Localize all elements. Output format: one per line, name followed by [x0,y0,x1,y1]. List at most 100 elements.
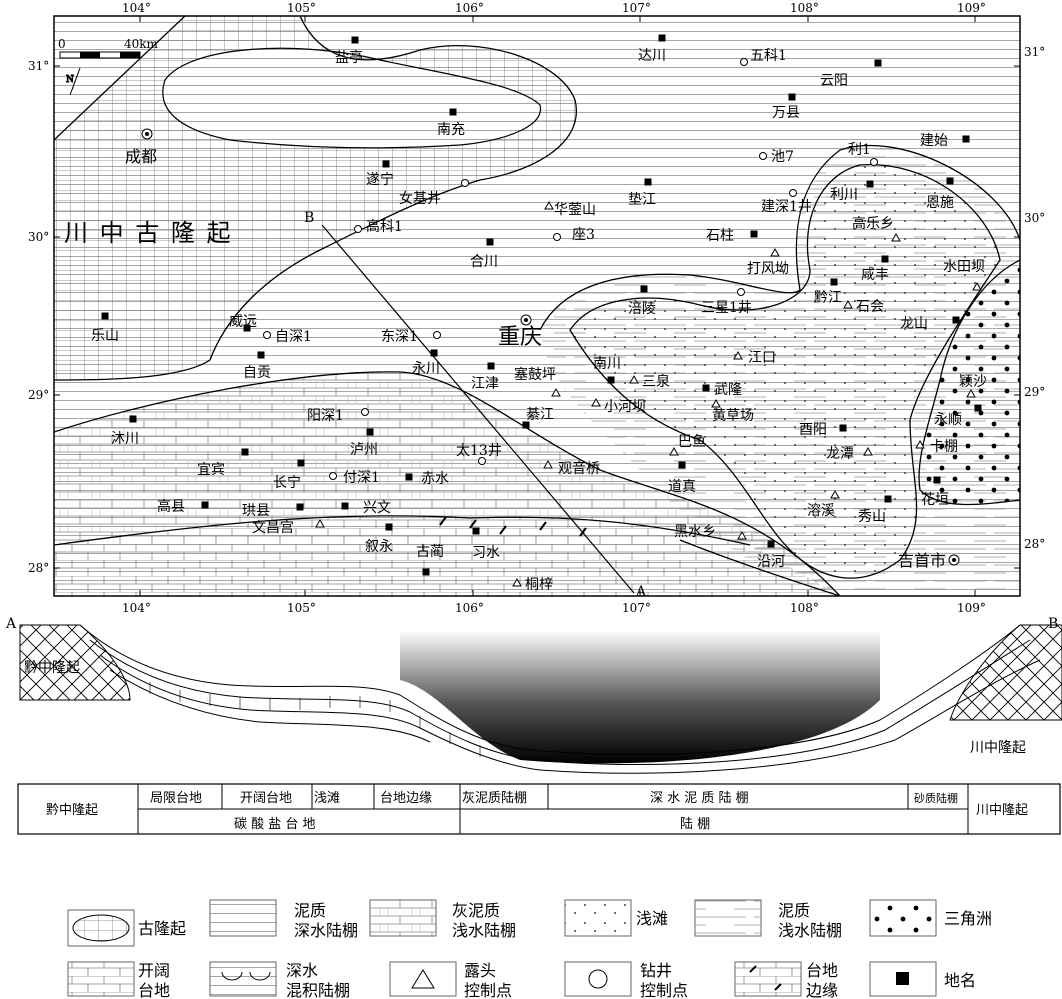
platform-margin-marks [439,516,587,537]
legend-swatch-delta [869,899,937,937]
lat-label: 30° [28,230,49,244]
place-label: 华蓥山 [554,202,596,218]
place-marker [974,404,982,412]
scale-bar: 0 40km [58,37,159,59]
outcrop-marker [915,439,925,449]
place-marker [351,36,359,44]
place-label: 酉阳 [799,422,827,438]
lon-labels-bottom: 104° 105° 106° 107° 108° 109° [122,601,986,615]
legend-swatch-mud-deep-shelf [209,899,277,937]
outcrop-marker [733,350,743,360]
place-label: 石会 [856,299,884,315]
well-marker [870,158,878,166]
place-label: 永川 [412,361,440,377]
place-label: 文昌宫 [252,520,294,536]
place-label: 綦江 [526,407,554,423]
place-label: 付深1 [343,470,380,486]
lat-label: 30° [1024,211,1045,225]
cross-section: A B 黔中隆起 川中隆起 [5,616,1062,774]
lon-label: 108° [790,601,819,615]
place-label: 高科1 [366,218,403,235]
place-label: 南充 [437,122,465,138]
place-marker [839,424,847,432]
legend-swatch-shoal [564,899,632,937]
place-marker [201,501,209,509]
place-marker [472,527,480,535]
deep-basin-fill [400,630,880,764]
place-label: 合川 [470,254,498,270]
scale-zero: 0 [58,37,66,51]
section-right-label: 川中隆起 [970,740,1026,756]
lon-label: 104° [122,601,151,615]
place-marker [257,351,265,359]
place-label: 重庆 [498,325,542,350]
place-marker [881,255,889,263]
place-marker [952,316,960,324]
place-label: 自贡 [243,365,271,381]
legend-label: 开阔台地 [138,961,170,999]
outcrop-marker [512,577,522,587]
place-label: 水田坝 [943,259,985,275]
place-marker [767,540,775,548]
place-label: 卡棚 [930,439,958,455]
place-label: 利川 [830,187,858,203]
table-main: 陆 棚 [680,816,710,832]
city-marker [520,314,532,326]
legend-label: 古隆起 [138,919,186,938]
place-label: 达川 [638,48,666,64]
legend-label: 深水混积陆棚 [286,961,350,999]
scale-label: 40km [124,37,159,51]
well-marker [740,58,748,66]
place-marker [366,428,374,436]
lon-label: 105° [287,601,316,615]
lat-labels: 31° 30° 29° 28° 31° 30° 29° 28° [28,45,1045,575]
outcrop-marker [544,200,554,210]
place-label: 利1 [848,142,871,158]
well-marker [737,288,745,296]
place-label: 高县 [157,498,185,515]
lon-label: 109° [957,1,986,15]
place-label: 盐亭 [335,49,363,66]
lon-label: 106° [455,1,484,15]
place-marker [644,178,652,186]
place-marker [866,180,874,188]
place-marker [129,415,137,423]
place-marker [430,349,438,357]
table-left: 黔中隆起 [46,803,98,818]
well-marker [553,233,561,241]
city-marker [948,554,960,566]
place-label: 座3 [572,227,595,243]
place-label: 赤水 [421,471,449,487]
map-frame [53,15,1021,597]
place-label: 石柱 [706,228,734,244]
outcrop-marker [629,374,639,384]
lat-label: 29° [28,388,49,402]
legend-label: 浅滩 [636,909,668,928]
place-label: 咸丰 [861,267,889,283]
place-label: 恩施 [926,195,954,211]
right-uplift [949,624,1062,721]
lat-label: 29° [1024,385,1045,399]
section-hatch [149,682,481,757]
place-label: 黄草场 [712,407,754,424]
place-marker [830,278,838,286]
outcrop-marker [711,398,721,408]
outcrop-marker [669,446,679,456]
place-marker [486,238,494,246]
outcrop-marker [843,299,853,309]
legend: 古隆起 泥质深水陆棚 灰泥质浅水陆棚 浅滩 泥质浅水陆棚 三角洲 开阔台地 深水… [67,899,992,999]
table-sub: 浅滩 [314,791,340,806]
place-label: 观音桥 [558,460,600,477]
outcrop-marker [315,518,325,528]
lon-label: 107° [622,601,651,615]
place-marker [241,448,249,456]
north-arrow: N [66,67,81,96]
place-marker [946,177,954,185]
place-label: 长宁 [273,474,301,491]
facies-open-platform [54,515,840,596]
legend-swatch-mud-shallow-shelf [694,899,762,937]
place-label: 建始 [920,133,948,149]
legend-label: 三角洲 [944,909,992,928]
section-right-end: B [1048,616,1058,632]
